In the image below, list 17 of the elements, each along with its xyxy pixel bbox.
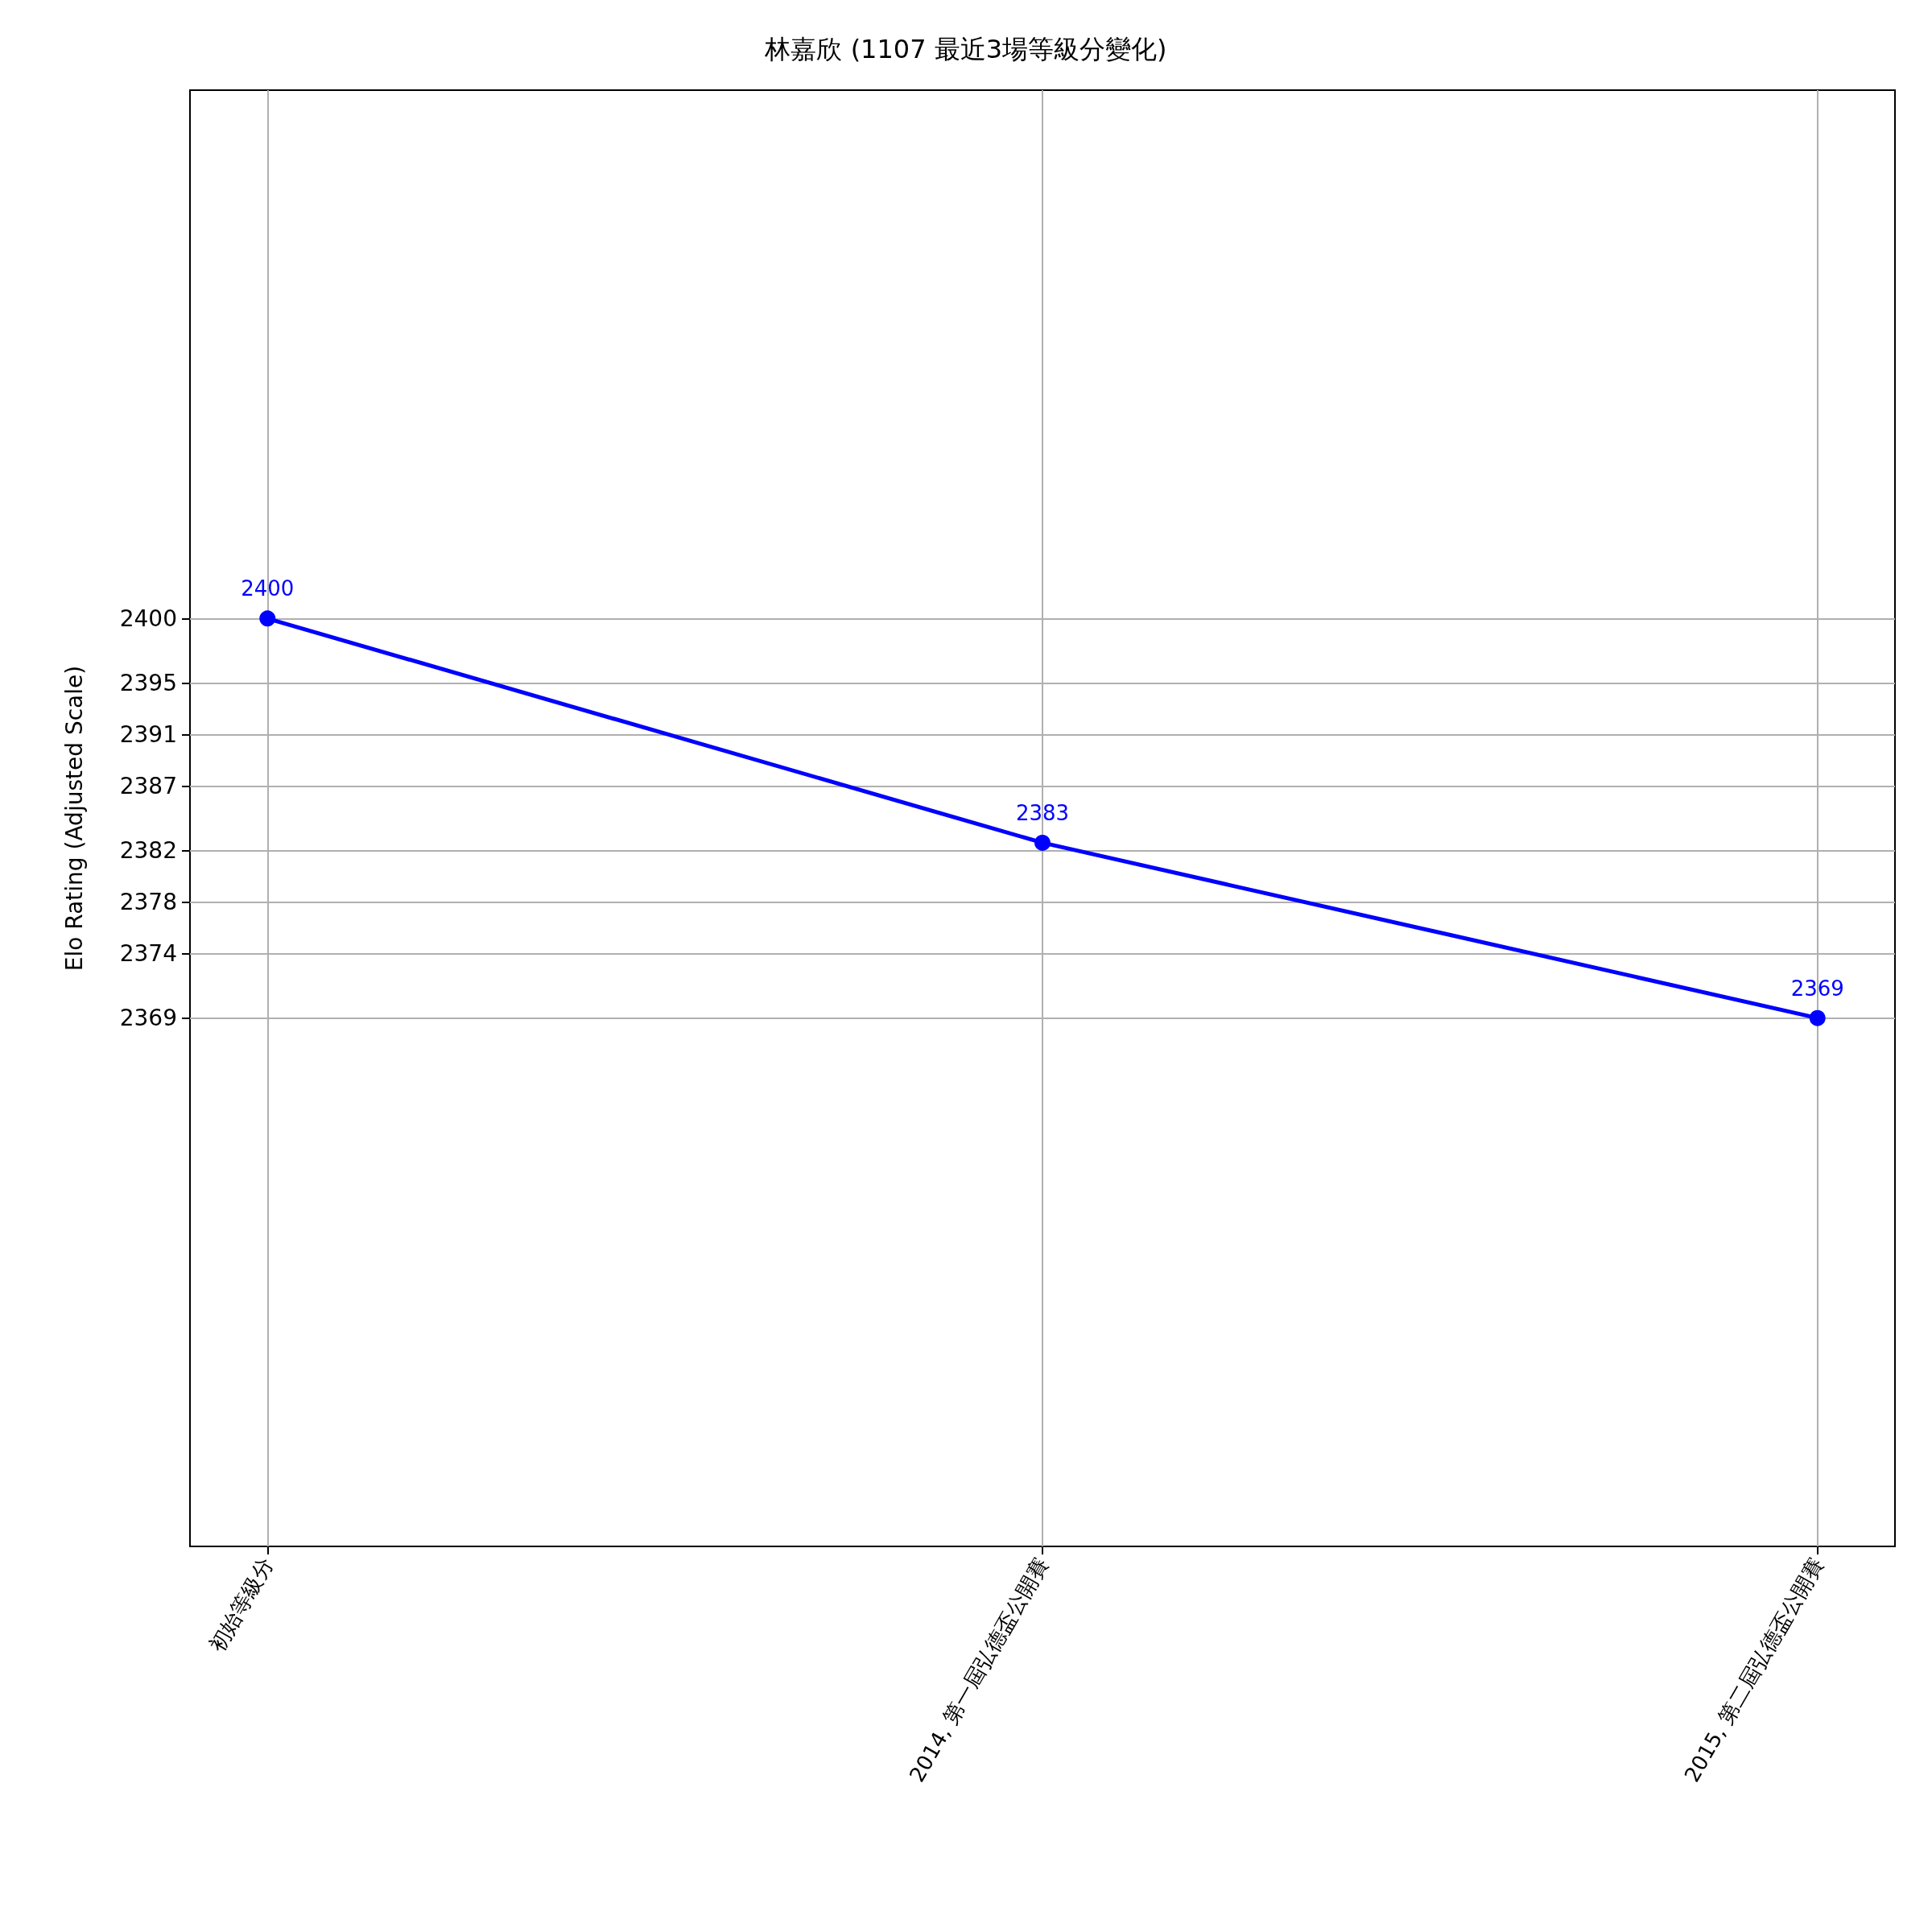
point bbox=[259, 610, 276, 627]
y-axis-title: Elo Rating (Adjusted Scale) bbox=[60, 665, 88, 972]
point bbox=[1034, 834, 1051, 851]
y-tick-label: 2382 bbox=[119, 837, 177, 865]
y-tick-label: 2395 bbox=[119, 669, 177, 696]
y-tick-label: 2387 bbox=[119, 772, 177, 799]
x-tick-label: 初始等級分 bbox=[204, 1553, 279, 1657]
y-tick-label: 2391 bbox=[119, 720, 177, 748]
point bbox=[1809, 1009, 1826, 1026]
data-label: 2369 bbox=[1790, 976, 1844, 1001]
data-label: 2383 bbox=[1015, 800, 1070, 825]
y-tick-label: 2400 bbox=[119, 605, 177, 632]
chart-title: 林嘉欣 (1107 最近3場等級分變化) bbox=[764, 34, 1167, 64]
y-tick-label: 2374 bbox=[119, 940, 177, 968]
y-tick-label: 2369 bbox=[119, 1005, 177, 1032]
data-label: 2400 bbox=[241, 576, 295, 601]
y-tick-label: 2378 bbox=[119, 889, 177, 916]
